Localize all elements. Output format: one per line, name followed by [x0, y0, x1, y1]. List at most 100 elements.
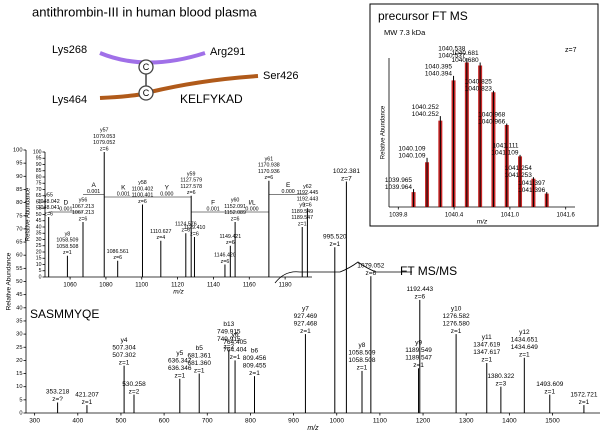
x-tick-label: 700: [202, 418, 213, 425]
ion-mz-label: 1058.509: [348, 350, 375, 357]
charge-label: z=1: [298, 221, 307, 227]
peak-label: 1040.968: [478, 111, 505, 118]
y-tick-label: 85: [16, 187, 22, 193]
ion-label: y4: [121, 337, 128, 344]
mz-label: 1152.089: [224, 210, 246, 216]
ion-label: y56: [79, 198, 88, 204]
x-tick-label: 1100: [135, 283, 149, 289]
charge-label: z=6: [265, 175, 274, 181]
peak-label: 1039.964: [385, 184, 412, 191]
mz-label: 1493.609: [536, 381, 563, 388]
ion-label: y55: [44, 193, 53, 199]
charge-label: z=1: [82, 399, 93, 406]
mz-label: 1048.041: [38, 205, 60, 211]
peak-label: 1040.537: [438, 53, 465, 60]
x-tick-label: 1400: [502, 418, 517, 425]
y-tick-label: 100: [13, 148, 23, 154]
x-tick-label: 1060: [63, 283, 77, 289]
x-tick-label: 1180: [279, 283, 293, 289]
gap-residue: K: [121, 185, 126, 192]
y-tick-label: 75: [16, 213, 22, 219]
y-tick-label: 5: [39, 268, 42, 274]
y-tick-label: 95: [36, 156, 42, 162]
y-tick-label: 20: [36, 249, 42, 255]
mz-label: 1192.443: [406, 286, 433, 293]
mz-label: 636.346: [168, 365, 192, 372]
y-tick-label: 90: [36, 162, 42, 168]
ion-label: y10: [451, 305, 462, 312]
gap-error: 0.001: [207, 206, 220, 212]
y-tick-label: 100: [33, 149, 42, 155]
mz-label: 1146.420: [214, 253, 236, 259]
charge-label: z=1: [451, 328, 462, 335]
charge-label: z=1: [230, 354, 241, 361]
ion-mz-label: 1189.549: [405, 347, 432, 354]
ion-label: y12: [519, 329, 530, 336]
y-axis-label: Relative Abundance: [381, 105, 387, 159]
ion-mz-label: 749.915: [217, 329, 241, 336]
peak-label: 1040.538: [438, 46, 465, 53]
mz-label: 421.207: [75, 391, 99, 398]
residue-label: Lys268: [52, 44, 87, 56]
charge-label: z=6: [44, 211, 53, 217]
x-tick-label: 1100: [373, 418, 387, 425]
y-tick-label: 40: [16, 305, 22, 311]
y-tick-label: 15: [16, 371, 22, 377]
mz-label: 809.455: [243, 362, 267, 369]
mz-label: 1079.052: [357, 262, 384, 269]
y-tick-label: 85: [36, 168, 42, 174]
site-label: C: [143, 62, 150, 72]
ion-mz-label: 809.456: [243, 355, 267, 362]
ion-mz-label: 1170.938: [258, 163, 280, 169]
gap-residue: A: [91, 182, 96, 189]
y-tick-label: 40: [36, 224, 42, 230]
charge-label: z=3: [496, 380, 507, 387]
ion-mz-label: 1100.402: [132, 186, 154, 192]
charge-label: z=1: [481, 357, 492, 364]
peptide-label: KELFYKAD: [180, 92, 243, 106]
x-axis-label: m/z: [307, 425, 319, 432]
y-tick-label: 80: [16, 200, 22, 206]
peptide-chain: [99, 74, 259, 100]
ion-label: b5: [196, 345, 204, 352]
x-tick-label: 600: [159, 418, 170, 425]
ion-label: y7: [302, 305, 309, 312]
y-tick-label: 55: [36, 206, 42, 212]
y-tick-label: 25: [16, 345, 22, 351]
peak-label: 1041.397: [518, 180, 545, 187]
x-tick-label: 1080: [99, 283, 113, 289]
x-tick-label: 800: [245, 418, 256, 425]
charge-label: z=6: [221, 259, 230, 265]
mz-label: 1572.721: [570, 391, 597, 398]
charge-label: z=1: [249, 370, 260, 377]
ion-label: y8: [65, 231, 71, 237]
charge-label: z=6: [138, 199, 147, 205]
peak-label: 1040.680: [452, 57, 479, 64]
y-tick-label: 50: [16, 279, 22, 285]
x-tick-label: 900: [288, 418, 299, 425]
y-tick-label: 65: [36, 193, 42, 199]
charge-label: z=6: [187, 190, 196, 196]
x-tick-label: 1160: [243, 283, 257, 289]
y-tick-label: 70: [36, 187, 42, 193]
residue-label: Arg291: [210, 46, 245, 58]
charge-label: z=6: [79, 216, 88, 222]
ion-mz-label: 764.405: [223, 339, 247, 346]
gap-residue: Y: [165, 185, 170, 192]
y-tick-label: 35: [36, 231, 42, 237]
x-axis-label: m/z: [173, 289, 184, 296]
y-tick-label: 95: [16, 161, 22, 167]
y-tick-label: 5: [19, 397, 22, 403]
mz-label: 995.520: [323, 234, 347, 241]
peak-label: 1040.823: [465, 85, 492, 92]
y-tick-label: 50: [36, 212, 42, 218]
charge-label: z=2: [129, 388, 140, 395]
y-tick-label: 30: [36, 237, 42, 243]
x-tick-label: 1300: [459, 418, 474, 425]
y-tick-label: 10: [36, 262, 42, 268]
peak-label: 1040.252: [412, 104, 439, 111]
mz-label: 1434.649: [511, 344, 538, 351]
peak-label: 1040.109: [398, 146, 425, 153]
peptide-chain: [99, 51, 206, 65]
gap-error: 0.001: [87, 189, 100, 195]
